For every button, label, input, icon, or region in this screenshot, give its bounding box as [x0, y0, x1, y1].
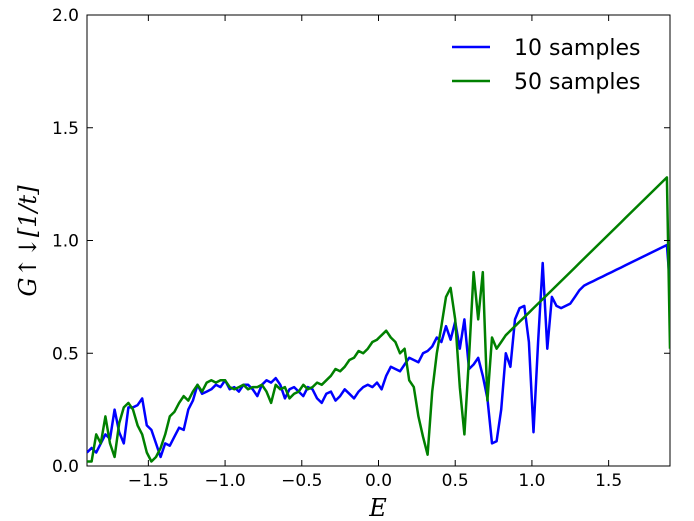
plot-frame	[86, 14, 671, 467]
y-tick-label: 1.0	[52, 232, 79, 252]
x-tick-label: −1.5	[128, 471, 169, 491]
ticks-layer: −1.5 −1.0 −0.5 0.0 0.5 1.0 1.5 0.0 0.5 1.0 1.5 2.0	[52, 6, 670, 491]
x-tick-label: 1.0	[518, 471, 545, 491]
x-tick-label: 0.5	[442, 471, 469, 491]
x-tick-label: 1.5	[595, 471, 622, 491]
legend: 10 samples 50 samples	[452, 36, 640, 95]
series-line-2	[87, 176, 670, 463]
legend-label-1: 10 samples	[514, 36, 640, 61]
y-tick-label: 0.5	[52, 344, 79, 364]
x-tick-label: 0.0	[365, 471, 392, 491]
y-axis-title: G↑↓[1/t]	[14, 185, 42, 297]
x-tick-label: −0.5	[281, 471, 322, 491]
series-layer	[87, 176, 670, 463]
x-axis-title: E	[368, 494, 387, 521]
y-tick-label: 2.0	[52, 6, 79, 26]
x-tick-label: −1.0	[204, 471, 245, 491]
plot-area	[86, 14, 671, 467]
y-tick-label: 1.5	[52, 119, 79, 139]
y-tick-label: 0.0	[52, 457, 79, 477]
legend-label-2: 50 samples	[514, 70, 640, 95]
series-line-1	[87, 243, 670, 459]
